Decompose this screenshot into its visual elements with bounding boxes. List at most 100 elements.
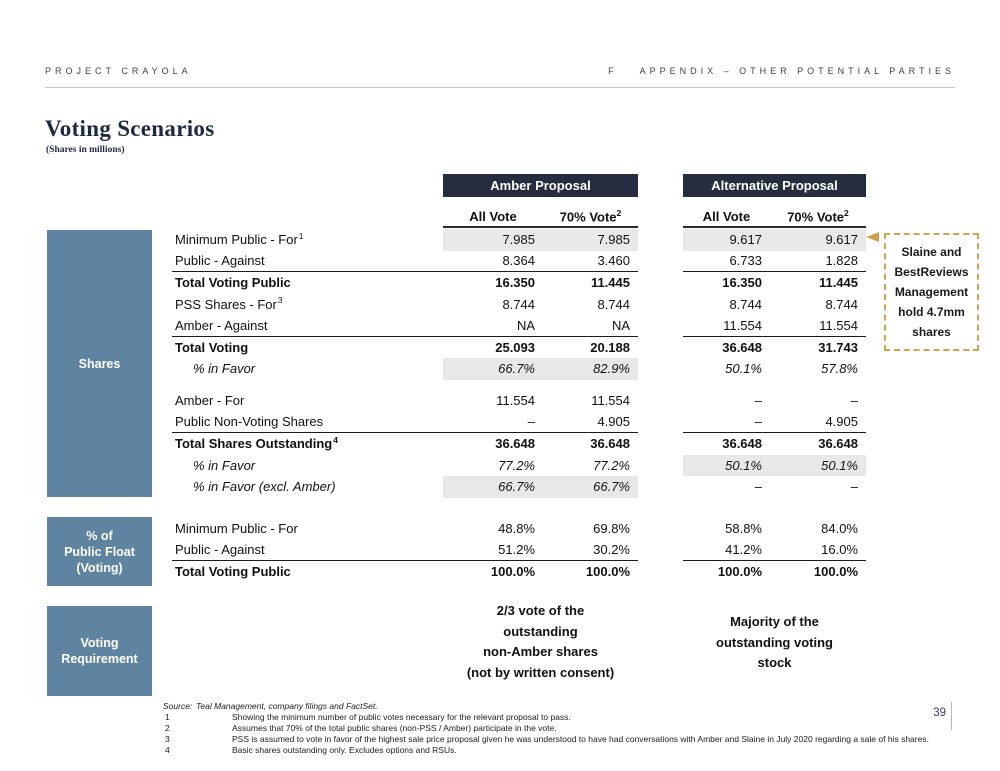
value-cell: 100.0% (585, 564, 630, 580)
column-gap (638, 337, 683, 359)
value-cell: 4.905 (543, 412, 638, 433)
table-row: Public Non-Voting Shares –4.905–4.905 (172, 412, 866, 433)
value-cell: 6.733 (683, 251, 770, 272)
column-gap (638, 358, 683, 380)
column-gap (638, 433, 683, 455)
value-cell: 66.7% (543, 476, 638, 498)
column-gap (638, 518, 683, 540)
footnote-number: 1 (165, 712, 170, 722)
footnote-list: 1 Showing the minimum number of public vo… (163, 712, 963, 756)
footnote-ref: 3 (277, 295, 283, 306)
value-cell: 20.188 (590, 339, 630, 355)
value-cell: 100.0% (813, 564, 858, 580)
voting-requirement-amber: 2/3 vote of the outstanding non-Amber shar… (443, 601, 638, 683)
value-cell: 36.648 (495, 436, 535, 452)
text-line: hold 4.7mm (898, 305, 965, 319)
table-row: % in Favor (excl. Amber) 66.7% 66.7% – – (172, 476, 866, 498)
column-header-alt-all-vote: All Vote (683, 209, 770, 228)
row-label: Minimum Public - For (175, 521, 298, 537)
column-gap (638, 390, 683, 412)
value-cell: NA (543, 315, 638, 337)
value-cell: – (443, 412, 543, 433)
top-strip: PROJECT CRAYOLA F APPENDIX – OTHER POTEN… (45, 66, 955, 76)
column-gap (638, 540, 683, 562)
value-cell: 100.0% (717, 564, 762, 580)
value-cell: 8.744 (825, 296, 858, 312)
page-title: Voting Scenarios (45, 116, 215, 141)
value-cell: 25.093 (495, 339, 535, 355)
value-cell: 11.445 (818, 275, 858, 291)
column-gap (638, 315, 683, 337)
value-cell: 36.648 (722, 339, 762, 355)
value-cell: 9.617 (683, 229, 770, 251)
value-cell: 11.445 (590, 275, 630, 291)
row-label: Total Voting Public (175, 564, 291, 580)
value-cell: 51.2% (443, 540, 543, 561)
value-cell: 7.985 (443, 229, 543, 251)
value-cell: – (683, 412, 770, 433)
text-line: Requirement (61, 652, 138, 666)
row-label: PSS Shares - For 3 (175, 295, 283, 312)
header-rule (45, 87, 955, 88)
footnote-text: Basic shares outstanding only. Excludes … (232, 745, 457, 755)
row-label: Amber - For (175, 393, 245, 409)
table-spacer-row (172, 380, 866, 391)
text-line: outstanding voting (716, 634, 833, 650)
text-line: Shares (78, 356, 121, 371)
table-row: Total Voting Public 100.0% 100.0% 100.0% 100… (172, 561, 866, 583)
public-float-table: Minimum Public - For 48.8% 69.8% 58.8% 84.0%… (172, 518, 866, 583)
sidebar-label-shares: Shares (47, 230, 152, 497)
row-label: Total Voting Public (175, 275, 291, 291)
value-cell: 84.0% (821, 521, 858, 537)
callout-arrow-icon (866, 232, 879, 242)
source-text: Teal Management, company filings and Fac… (196, 701, 378, 711)
value-cell: 58.8% (725, 521, 762, 537)
table-row: Public - Against 51.2% 30.2% 41.2% 16.0% (172, 540, 866, 562)
value-cell: 16.350 (495, 275, 535, 291)
footnote-item: 3 PSS is assumed to vote in favor of the … (163, 734, 963, 745)
column-header-label: All Vote (702, 209, 751, 224)
value-cell: – (754, 479, 762, 495)
value-cell: 7.985 (543, 229, 638, 251)
column-header-label: 70% Vote (559, 209, 617, 224)
text-line: stock (757, 655, 792, 670)
column-header-label: All Vote (469, 209, 517, 224)
text-line: outstanding (503, 623, 578, 639)
footnote-number: 3 (165, 734, 170, 744)
voting-requirement-alternative: Majority of the outstanding voting stock (683, 612, 866, 674)
text-line: Public Float (64, 544, 135, 559)
value-cell: – (850, 393, 858, 409)
section-header: F APPENDIX – OTHER POTENTIAL PARTIES (608, 66, 955, 76)
value-cell: 8.364 (443, 251, 543, 272)
column-gap (638, 294, 683, 316)
value-cell: 9.617 (770, 229, 866, 251)
column-gap (638, 272, 683, 294)
value-cell: 77.2% (593, 457, 630, 473)
footnote-text: Assumes that 70% of the total public sha… (232, 723, 557, 733)
shares-table: Minimum Public - For 1 7.985 7.985 9.617 9.61… (172, 229, 866, 498)
column-gap (638, 251, 683, 273)
table-row: Total Voting 25.093 20.188 36.648 31.743 (172, 337, 866, 359)
value-cell: 77.2% (498, 457, 535, 473)
row-label: % in Favor (excl. Amber) (193, 479, 336, 495)
footnote-ref: 1 (298, 230, 304, 241)
value-cell: 66.7% (443, 358, 543, 380)
row-label: % in Favor (193, 457, 256, 473)
text-line: (not by written consent) (466, 664, 615, 680)
value-cell: 11.554 (496, 393, 535, 409)
value-cell: 31.743 (818, 339, 858, 355)
text-line: (Voting) (76, 560, 123, 575)
source-label: Source: (163, 701, 193, 711)
value-cell: 8.744 (597, 296, 630, 312)
footnote-item: 2 Assumes that 70% of the total public sh… (163, 723, 963, 734)
column-gap (638, 229, 683, 251)
footnote-number: 2 (165, 723, 170, 733)
row-label: Amber - Against (172, 315, 443, 337)
table-row: Amber - For 11.554 11.554 – – (172, 390, 866, 412)
footnote-item: 4 Basic shares outstanding only. Excludes… (163, 745, 963, 756)
value-cell: – (754, 393, 762, 409)
value-cell: 8.744 (502, 296, 535, 312)
value-cell: 1.828 (770, 251, 866, 272)
footnote-ref: 4 (333, 434, 338, 445)
text-line: 2/3 vote of the (496, 603, 585, 618)
